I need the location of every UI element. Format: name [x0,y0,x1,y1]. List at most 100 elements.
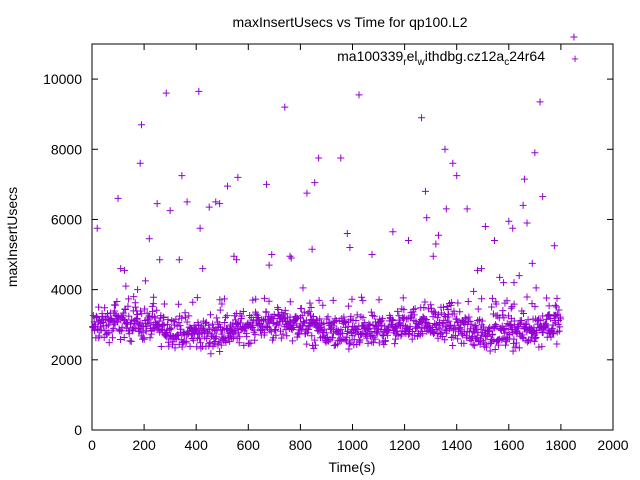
data-point [491,346,499,354]
data-point [539,193,547,201]
data-point [167,324,175,332]
x-tick-label: 1600 [493,437,524,453]
data-point [526,336,534,344]
data-point [490,237,498,245]
data-point [389,316,397,324]
data-point [239,308,247,316]
data-point [330,342,338,350]
data-point [507,321,515,329]
data-point [353,311,361,319]
data-point [120,333,128,341]
data-point [421,187,429,195]
data-point [247,339,255,347]
data-point [432,240,440,248]
data-point [113,297,121,305]
data-point [368,251,376,259]
data-point [216,306,224,314]
data-point [499,307,507,315]
data-point [430,329,438,337]
data-point [355,91,363,99]
data-point [165,342,173,350]
data-point [171,344,179,352]
data-point [305,308,313,316]
data-point [456,308,464,316]
data-point [330,322,338,330]
data-point [134,311,142,319]
data-point [119,309,127,317]
data-point [114,194,122,202]
data-point [187,331,195,339]
data-point [116,336,124,344]
data-point [281,317,289,325]
data-point [281,103,289,111]
data-point [274,304,282,312]
data-point [315,154,323,162]
data-point [520,175,528,183]
data-point [510,279,518,287]
data-point [411,305,419,313]
data-point [265,261,273,269]
data-point [434,311,442,319]
data-point [419,330,427,338]
data-point [447,321,455,329]
data-point [531,303,539,311]
data-point [370,312,378,320]
data-point [230,326,238,334]
data-point [528,300,536,308]
data-point [392,335,400,343]
data-point [408,335,416,343]
data-point [536,98,544,106]
data-point [501,329,509,337]
y-tick-label: 4000 [51,282,82,298]
data-point [303,189,311,197]
data-point [175,300,183,308]
data-point [478,295,486,303]
data-point [285,318,293,326]
plot-frame [91,43,614,431]
data-point [231,316,239,324]
data-point [437,309,445,317]
data-point [439,321,447,329]
x-tick-label: 1200 [389,437,420,453]
data-point [307,304,315,312]
data-point [369,311,377,319]
data-point [153,200,161,208]
data-point [470,287,478,295]
data-point [543,321,551,329]
data-point [464,297,472,305]
data-point [409,305,417,313]
data-point [209,320,217,328]
data-point [134,286,142,294]
data-point [267,328,275,336]
data-point [122,282,130,290]
y-axis-label: maxInsertUsecs [4,187,20,287]
data-point [477,265,485,273]
data-point [427,301,435,309]
data-point [553,340,561,348]
data-point [208,330,216,338]
data-point [206,339,214,347]
data-point [434,314,442,322]
data-point [399,294,407,302]
data-point [395,312,403,320]
data-point [471,322,479,330]
data-point [238,312,246,320]
data-point [275,321,283,329]
data-point [316,315,324,323]
data-point [189,336,197,344]
data-point [489,330,497,338]
data-point [186,342,194,350]
data-point [466,317,474,325]
data-point [509,224,517,232]
data-point [406,322,414,330]
data-point [287,254,295,262]
data-point [348,326,356,334]
data-point [543,294,551,302]
data-point [145,235,153,243]
data-point [434,334,442,342]
data-point [311,179,319,187]
axis-ticks: 0 200 400 600 800 1000 1200 1400 1600 1800 2000 0 20… [43,44,629,453]
data-point [378,321,386,329]
data-point [189,298,197,306]
data-point [262,308,270,316]
